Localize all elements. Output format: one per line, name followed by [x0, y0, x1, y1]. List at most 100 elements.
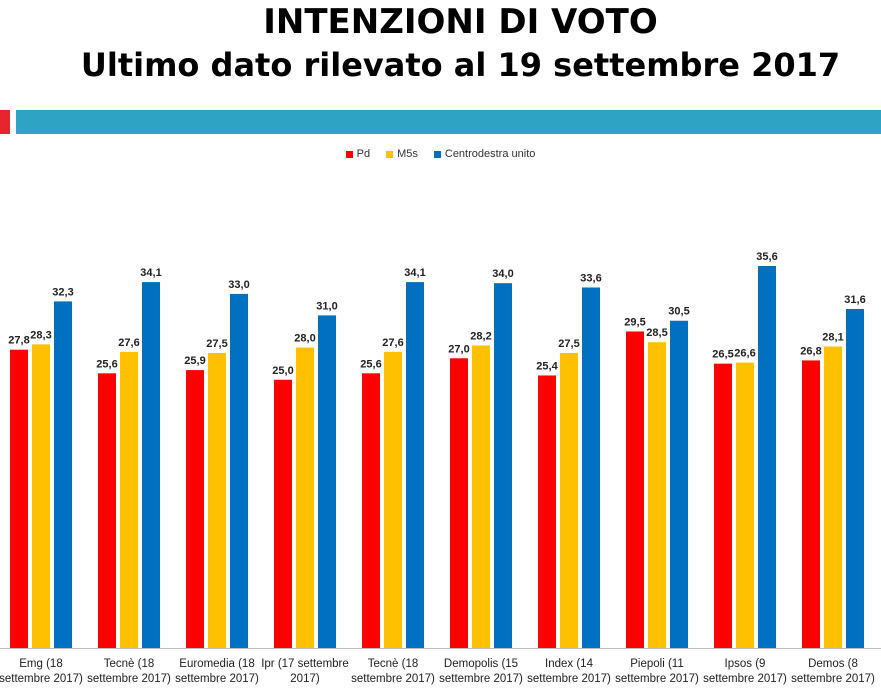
category-label-2: Euromedia (18 settembre 2017): [167, 657, 267, 687]
data-label-2-0: 32,3: [52, 286, 73, 298]
bar-1-8: [736, 362, 754, 648]
bar-0-8: [714, 363, 732, 648]
page-title: INTENZIONI DI VOTO: [263, 2, 658, 42]
category-label-6: Index (14 settembre 2017): [519, 657, 619, 687]
bar-2-7: [670, 320, 688, 648]
data-label-0-1: 25,6: [96, 358, 117, 370]
bar-0-3: [274, 379, 292, 648]
legend-item-pd: Pd: [345, 148, 371, 160]
category-label-9: Demos (8 settembre 2017): [783, 657, 881, 687]
data-label-1-7: 28,5: [646, 327, 667, 339]
data-label-2-7: 30,5: [668, 306, 689, 318]
data-label-1-8: 26,6: [734, 348, 755, 360]
page-subtitle: Ultimo dato rilevato al 19 settembre 201…: [80, 46, 841, 84]
category-label-8: Ipsos (9 settembre 2017): [695, 657, 795, 687]
category-label-line: Piepoli (11: [630, 658, 684, 670]
legend-label-pd: Pd: [356, 148, 371, 160]
bar-2-3: [318, 315, 336, 648]
category-label-line: Demopolis (15: [443, 658, 519, 670]
data-label-1-5: 28,2: [470, 330, 491, 342]
bar-0-6: [538, 375, 556, 648]
chart-legend: Pd M5s Centrodestra unito: [0, 148, 881, 160]
bar-1-3: [296, 347, 314, 648]
bar-1-7: [648, 342, 666, 648]
data-label-0-0: 27,8: [8, 335, 29, 347]
category-label-line: settembre 2017): [351, 673, 435, 685]
bar-0-9: [802, 360, 820, 648]
category-label-line: settembre 2017): [791, 673, 875, 685]
header-accent-red: [0, 110, 10, 134]
category-label-line: Tecnè (18: [367, 658, 419, 670]
category-label-line: settembre 2017): [615, 673, 699, 685]
data-label-0-5: 27,0: [448, 343, 469, 355]
category-label-line: Tecnè (18: [103, 658, 155, 670]
data-label-2-9: 31,6: [844, 294, 865, 306]
category-label-line: Euromedia (18: [179, 658, 255, 670]
bar-0-4: [362, 373, 380, 648]
category-label-7: Piepoli (11 settembre 2017): [607, 657, 707, 687]
bar-0-0: [10, 349, 28, 648]
data-label-1-9: 28,1: [822, 331, 843, 343]
data-label-0-2: 25,9: [184, 355, 205, 367]
data-label-2-2: 33,0: [228, 279, 249, 291]
data-label-1-0: 28,3: [30, 329, 51, 341]
bar-1-9: [824, 346, 842, 648]
legend-label-m5s: M5s: [397, 148, 418, 160]
data-label-0-3: 25,0: [272, 365, 293, 377]
category-label-line: 2017): [290, 673, 320, 685]
data-label-0-8: 26,5: [712, 349, 733, 361]
bar-2-6: [582, 287, 600, 648]
bar-0-5: [450, 358, 468, 648]
data-label-1-6: 27,5: [558, 338, 579, 350]
category-label-3: Ipr (17 settembre 2017): [255, 657, 355, 687]
category-label-5: Demopolis (15 settembre 2017): [431, 657, 531, 687]
data-label-2-3: 31,0: [316, 300, 337, 312]
category-label-line: Ipsos (9: [724, 658, 766, 670]
data-label-1-4: 27,6: [382, 337, 403, 349]
legend-item-m5s: M5s: [386, 148, 418, 160]
category-label-line: settembre 2017): [703, 673, 787, 685]
bar-2-2: [230, 293, 248, 648]
bar-2-8: [758, 266, 776, 648]
header-accent-teal: [16, 110, 881, 134]
category-label-line: settembre 2017): [175, 673, 259, 685]
bar-2-1: [142, 282, 160, 648]
data-label-0-6: 25,4: [536, 360, 558, 372]
bar-1-1: [120, 351, 138, 648]
data-label-2-8: 35,6: [756, 251, 777, 263]
category-label-line: Demos (8: [808, 658, 858, 670]
bar-0-2: [186, 370, 204, 648]
category-label-line: Index (14: [545, 658, 593, 670]
category-label-0: Emg (18 settembre 2017): [0, 657, 91, 687]
legend-swatch-pd: [345, 150, 353, 158]
category-label-line: settembre 2017): [87, 673, 171, 685]
data-label-1-3: 28,0: [294, 333, 315, 345]
category-label-line: settembre 2017): [0, 673, 83, 685]
legend-swatch-centrodestra: [433, 150, 441, 158]
bar-2-9: [846, 308, 864, 648]
category-label-4: Tecnè (18 settembre 2017): [343, 657, 443, 687]
legend-item-centrodestra: Centrodestra unito: [433, 148, 536, 160]
bar-0-1: [98, 373, 116, 648]
data-label-2-4: 34,1: [404, 267, 425, 279]
category-label-line: settembre 2017): [439, 673, 523, 685]
legend-label-centrodestra: Centrodestra unito: [444, 148, 536, 160]
data-label-0-4: 25,6: [360, 358, 381, 370]
bar-1-4: [384, 351, 402, 648]
bar-1-0: [32, 344, 50, 648]
category-label-line: Ipr (17 settembre: [261, 658, 349, 670]
category-label-line: Emg (18: [19, 658, 63, 670]
bar-1-2: [208, 352, 226, 648]
data-label-0-9: 26,8: [800, 345, 821, 357]
bar-0-7: [626, 331, 644, 648]
data-label-2-1: 34,1: [140, 267, 161, 279]
data-label-1-2: 27,5: [206, 338, 227, 350]
data-label-2-5: 34,0: [492, 268, 513, 280]
bar-2-0: [54, 301, 72, 648]
bar-1-5: [472, 345, 490, 648]
bar-2-4: [406, 282, 424, 648]
bar-2-5: [494, 283, 512, 648]
category-label-1: Tecnè (18 settembre 2017): [79, 657, 179, 687]
data-label-1-1: 27,6: [118, 337, 139, 349]
